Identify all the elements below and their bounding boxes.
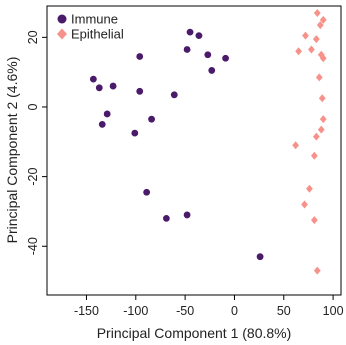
data-point-immune: [195, 32, 203, 39]
y-tick-label: 0: [26, 103, 40, 110]
data-point-epithelial: [310, 151, 318, 160]
data-point-immune: [208, 67, 216, 74]
plot-frame: [46, 5, 342, 296]
data-point-epithelial: [318, 94, 326, 103]
data-point-epithelial: [301, 200, 308, 209]
data-point-immune: [98, 120, 106, 128]
data-point-epithelial: [316, 21, 324, 30]
y-tick-label: 20: [26, 30, 40, 44]
data-point-immune: [204, 51, 212, 59]
x-tick-label: 0: [231, 304, 238, 318]
x-tick-label: -150: [74, 304, 99, 318]
legend-label-epithelial: Epithelial: [71, 27, 124, 42]
x-axis-title: Principal Component 1 (80.8%): [97, 325, 292, 341]
y-axis-ticks: -40 -20 0 20: [26, 30, 47, 255]
data-point-immune: [222, 54, 229, 62]
data-point-immune: [143, 188, 151, 196]
data-point-immune: [256, 253, 264, 261]
data-point-epithelial: [292, 141, 300, 150]
data-point-epithelial: [319, 15, 327, 24]
legend-label-immune: Immune: [71, 12, 118, 27]
data-point-epithelial: [317, 125, 325, 134]
data-point-immune: [183, 46, 191, 53]
legend-marker-immune: [57, 14, 67, 24]
data-point-epithelial: [312, 35, 320, 44]
data-point-immune: [109, 82, 117, 90]
data-points: [89, 8, 327, 275]
data-point-epithelial: [295, 47, 302, 56]
x-tick-label: 50: [277, 304, 291, 318]
y-axis-title: Principal Component 2 (4.6%): [4, 57, 20, 244]
data-point-immune: [183, 211, 191, 219]
data-point-immune: [136, 87, 144, 95]
data-point-immune: [136, 53, 144, 60]
data-point-immune: [95, 84, 103, 92]
x-tick-label: 100: [323, 304, 344, 318]
data-point-epithelial: [313, 266, 321, 275]
data-point-immune: [186, 28, 194, 36]
y-tick-label: -20: [26, 168, 40, 186]
data-point-epithelial: [312, 132, 320, 141]
x-tick-label: -50: [176, 304, 194, 318]
data-point-epithelial: [302, 31, 309, 40]
data-point-epithelial: [315, 73, 323, 82]
data-point-immune: [162, 214, 170, 222]
y-tick-label: -40: [26, 237, 40, 255]
legend: Immune Epithelial: [57, 12, 124, 42]
data-point-epithelial: [308, 45, 315, 54]
data-point-epithelial: [310, 216, 318, 225]
legend-marker-epithelial: [57, 28, 67, 40]
data-point-immune: [170, 91, 178, 99]
data-point-immune: [89, 75, 97, 83]
x-tick-label: -100: [123, 304, 148, 318]
data-point-epithelial: [319, 54, 327, 63]
data-point-epithelial: [319, 115, 327, 124]
data-point-epithelial: [306, 184, 313, 193]
data-point-immune: [131, 129, 139, 137]
data-point-epithelial: [313, 8, 321, 17]
x-axis-ticks: -150 -100 -50 0 50 100: [74, 295, 344, 318]
data-point-immune: [103, 110, 111, 118]
data-point-immune: [148, 115, 155, 123]
